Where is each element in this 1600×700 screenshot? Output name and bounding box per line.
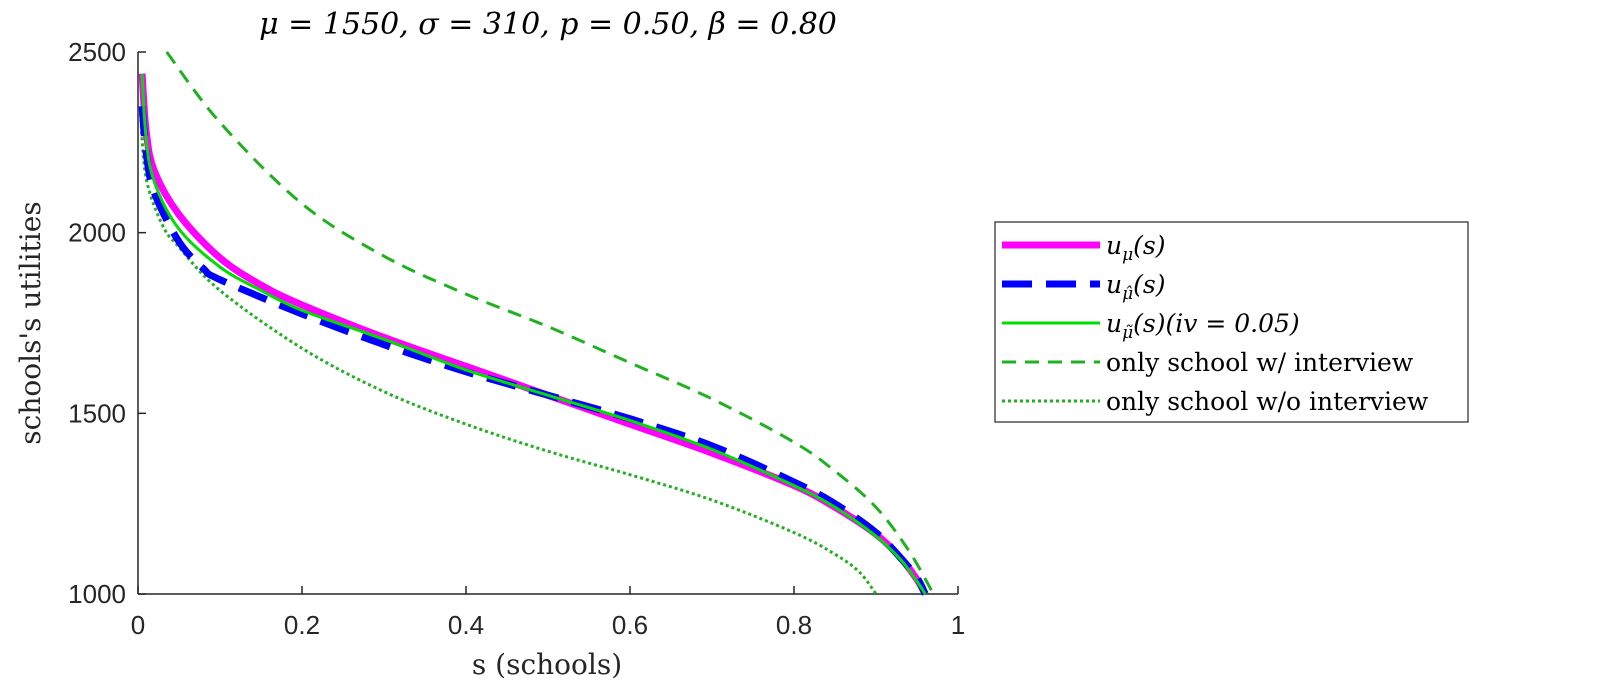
legend-label-3: only school w/ interview xyxy=(1106,348,1414,377)
series-line-0 xyxy=(138,73,929,596)
x-tick-label: 1 xyxy=(951,610,965,640)
x-tick-label: 0 xyxy=(131,610,145,640)
y-ticks: 1000 1500 2000 2500 xyxy=(68,37,146,609)
x-ticks: 0 0.2 0.4 0.6 0.8 1 xyxy=(131,586,965,640)
plot-area: 0 0.2 0.4 0.6 0.8 1 1000 1500 2000 2500 xyxy=(68,37,965,640)
series-line-2 xyxy=(140,73,927,595)
series-line-1 xyxy=(138,105,929,596)
series-line-3 xyxy=(165,51,935,595)
legend-label-1: uμ̂(s) xyxy=(1106,270,1166,304)
x-tick-label: 0.2 xyxy=(284,610,320,640)
chart-title: μ = 1550, σ = 310, p = 0.50, β = 0.80 xyxy=(259,7,837,42)
legend-items: uμ(s) uμ̂(s) uμ̃(s)(iv = 0.05) only school … xyxy=(1002,231,1429,416)
legend-label-0: uμ(s) xyxy=(1106,231,1166,265)
series-line-4 xyxy=(138,113,878,595)
x-tick-label: 0.4 xyxy=(448,610,484,640)
y-tick-label: 1500 xyxy=(68,398,126,428)
y-tick-label: 2000 xyxy=(68,218,126,248)
legend-label-4: only school w/o interview xyxy=(1106,387,1429,416)
x-tick-label: 0.8 xyxy=(776,610,812,640)
y-tick-label: 1000 xyxy=(68,579,126,609)
y-tick-label: 2500 xyxy=(68,37,126,67)
legend-label-2: uμ̃(s)(iv = 0.05) xyxy=(1106,309,1300,343)
x-tick-label: 0.6 xyxy=(612,610,648,640)
series-group xyxy=(138,51,935,596)
x-axis-label: s (schools) xyxy=(472,648,622,681)
y-axis-label: schools's utilities xyxy=(14,201,47,444)
legend: uμ(s) uμ̂(s) uμ̃(s)(iv = 0.05) only school … xyxy=(994,221,1469,423)
